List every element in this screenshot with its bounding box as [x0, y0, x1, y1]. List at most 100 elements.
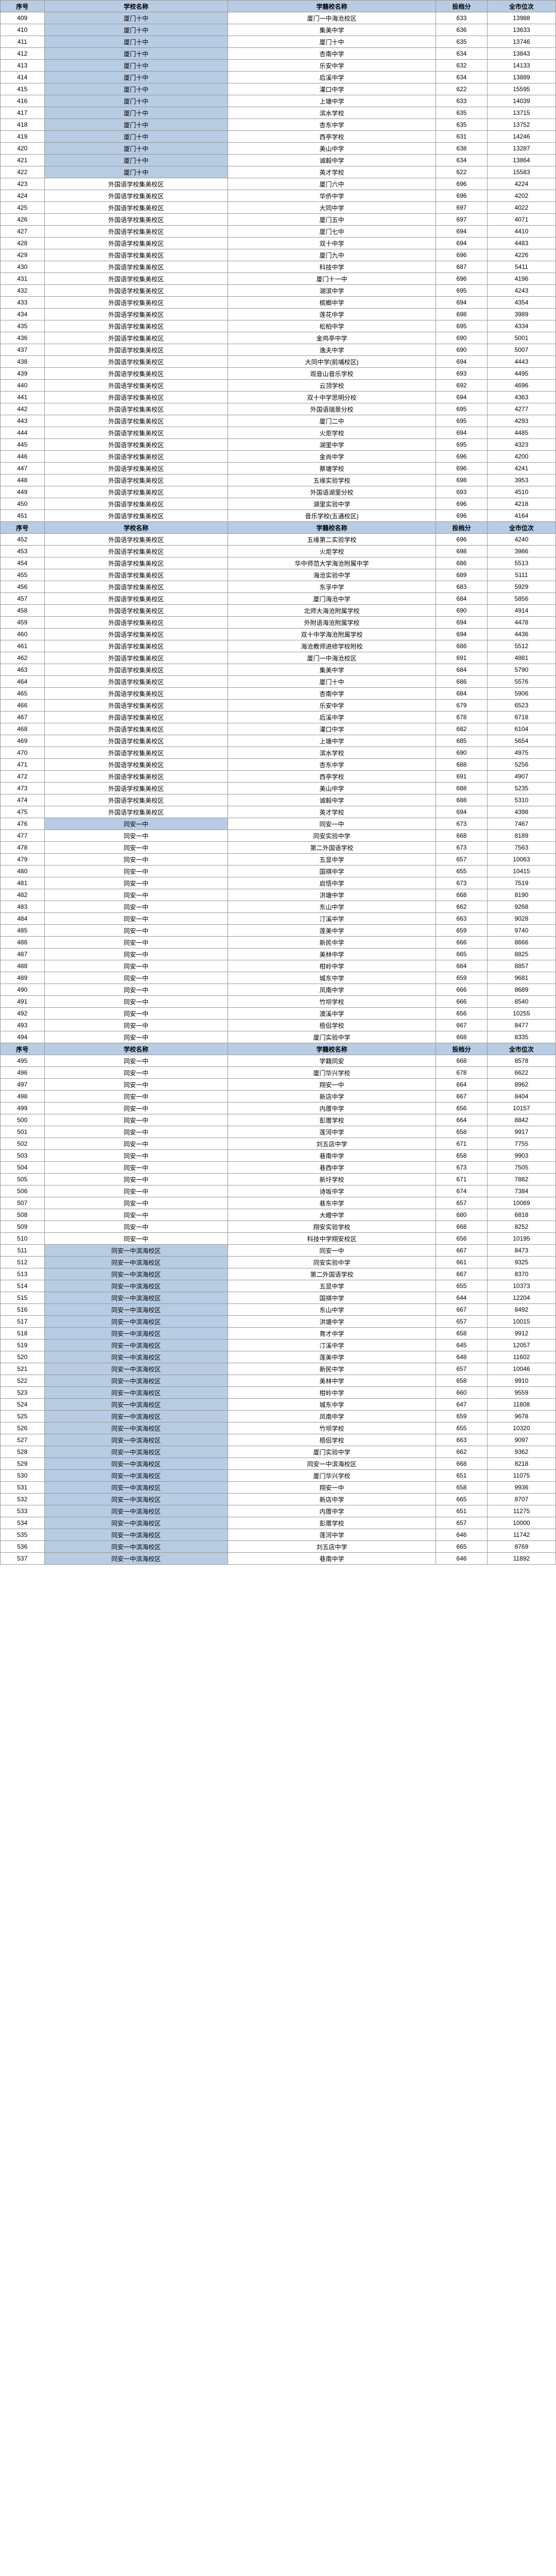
cell-score: 657 [436, 1197, 488, 1209]
table-row: 519同安一中滨海校区汀溪中学64512057 [1, 1340, 556, 1351]
cell-reg: 启悟中学 [228, 877, 436, 889]
cell-school: 外国语学校集美校区 [44, 178, 228, 190]
table-row: 510同安一中科技中学翔安校区65610195 [1, 1233, 556, 1245]
cell-rank: 4363 [487, 392, 555, 403]
cell-seq: 411 [1, 36, 45, 48]
cell-seq: 485 [1, 925, 45, 937]
cell-reg: 澳溪中学 [228, 1008, 436, 1020]
cell-rank: 9917 [487, 1126, 555, 1138]
table-row: 458外国语学校集美校区北师大海沧附属学校6904914 [1, 605, 556, 617]
cell-rank: 4218 [487, 498, 555, 510]
cell-school: 同安一中滨海校区 [44, 1245, 228, 1257]
cell-rank: 13988 [487, 12, 555, 24]
table-row: 537同安一中滨海校区巷南中学64611892 [1, 1553, 556, 1565]
cell-rank: 6104 [487, 723, 555, 735]
header-seq: 序号 [1, 1, 45, 12]
cell-seq: 420 [1, 143, 45, 155]
cell-rank: 13287 [487, 143, 555, 155]
cell-rank: 4071 [487, 214, 555, 226]
cell-reg: 外附语海沧附属学校 [228, 617, 436, 629]
cell-rank: 8492 [487, 1304, 555, 1316]
cell-seq: 462 [1, 652, 45, 664]
cell-seq: 495 [1, 1055, 45, 1067]
cell-school: 厦门十中 [44, 24, 228, 36]
cell-score: 658 [436, 1126, 488, 1138]
cell-seq: 429 [1, 249, 45, 261]
table-row: 434外国语学校集美校区莲花中学6983989 [1, 309, 556, 320]
cell-seq: 414 [1, 72, 45, 83]
cell-seq: 503 [1, 1150, 45, 1162]
table-row: 476同安一中同安一中6737467 [1, 818, 556, 830]
cell-seq: 443 [1, 415, 45, 427]
cell-seq: 439 [1, 368, 45, 380]
cell-score: 695 [436, 403, 488, 415]
table-row: 489同安一中城东中学6599681 [1, 972, 556, 984]
cell-school: 同安一中 [44, 1138, 228, 1150]
cell-reg: 湖滨中学 [228, 285, 436, 297]
cell-school: 同安一中滨海校区 [44, 1411, 228, 1422]
cell-reg: 厦门华兴学校 [228, 1470, 436, 1482]
cell-seq: 507 [1, 1197, 45, 1209]
cell-score: 633 [436, 12, 488, 24]
cell-rank: 7755 [487, 1138, 555, 1150]
cell-seq: 493 [1, 1020, 45, 1031]
table-row: 413厦门十中乐安中学63214133 [1, 60, 556, 72]
cell-seq: 510 [1, 1233, 45, 1245]
cell-score: 686 [436, 557, 488, 569]
cell-school: 外国语学校集美校区 [44, 510, 228, 522]
cell-school: 同安一中 [44, 889, 228, 901]
cell-rank: 13746 [487, 36, 555, 48]
cell-school: 同安一中 [44, 1126, 228, 1138]
table-row: 415厦门十中灌口中学62215595 [1, 83, 556, 95]
cell-school: 外国语学校集美校区 [44, 617, 228, 629]
cell-score: 674 [436, 1185, 488, 1197]
cell-rank: 8477 [487, 1020, 555, 1031]
cell-reg: 东孚中学 [228, 581, 436, 593]
cell-school: 同安一中滨海校区 [44, 1387, 228, 1399]
table-row: 425外国语学校集美校区大同中学6974022 [1, 202, 556, 214]
table-row: 526同安一中滨海校区竹坝学校65510320 [1, 1422, 556, 1434]
cell-seq: 431 [1, 273, 45, 285]
cell-reg: 杏东中学 [228, 119, 436, 131]
cell-score: 695 [436, 415, 488, 427]
inline-header-cell: 序号 [1, 522, 45, 534]
table-row: 448外国语学校集美校区五缘实验学校6983953 [1, 474, 556, 486]
cell-reg: 城东中学 [228, 1399, 436, 1411]
cell-seq: 438 [1, 356, 45, 368]
cell-seq: 533 [1, 1505, 45, 1517]
cell-school: 同安一中滨海校区 [44, 1399, 228, 1411]
cell-seq: 488 [1, 960, 45, 972]
cell-school: 同安一中滨海校区 [44, 1553, 228, 1565]
cell-score: 664 [436, 1079, 488, 1091]
table-row: 463外国语学校集美校区集美中学6845790 [1, 664, 556, 676]
table-row: 531同安一中滨海校区翔安一中6589936 [1, 1482, 556, 1494]
table-row: 466外国语学校集美校区乐安中学6796523 [1, 700, 556, 711]
cell-school: 厦门十中 [44, 143, 228, 155]
cell-school: 外国语学校集美校区 [44, 593, 228, 605]
cell-reg: 新店中学 [228, 1494, 436, 1505]
table-row: 442外国语学校集美校区外国语瑞景分校6954277 [1, 403, 556, 415]
cell-school: 外国语学校集美校区 [44, 415, 228, 427]
cell-reg: 火炬学校 [228, 427, 436, 439]
cell-rank: 11075 [487, 1470, 555, 1482]
cell-seq: 483 [1, 901, 45, 913]
cell-school: 同安一中滨海校区 [44, 1375, 228, 1387]
cell-school: 同安一中 [44, 972, 228, 984]
cell-rank: 14133 [487, 60, 555, 72]
table-row: 455外国语学校集美校区海沧实验中学6895111 [1, 569, 556, 581]
cell-seq: 505 [1, 1174, 45, 1185]
cell-reg: 松柏中学 [228, 320, 436, 332]
cell-score: 682 [436, 723, 488, 735]
cell-reg: 厦门六中 [228, 178, 436, 190]
cell-school: 厦门十中 [44, 83, 228, 95]
cell-seq: 501 [1, 1126, 45, 1138]
cell-score: 658 [436, 1482, 488, 1494]
cell-score: 666 [436, 984, 488, 996]
cell-school: 外国语学校集美校区 [44, 747, 228, 759]
cell-seq: 459 [1, 617, 45, 629]
cell-score: 691 [436, 771, 488, 783]
cell-seq: 472 [1, 771, 45, 783]
inline-header-cell: 投档分 [436, 522, 488, 534]
cell-school: 外国语学校集美校区 [44, 700, 228, 711]
cell-rank: 10373 [487, 1280, 555, 1292]
